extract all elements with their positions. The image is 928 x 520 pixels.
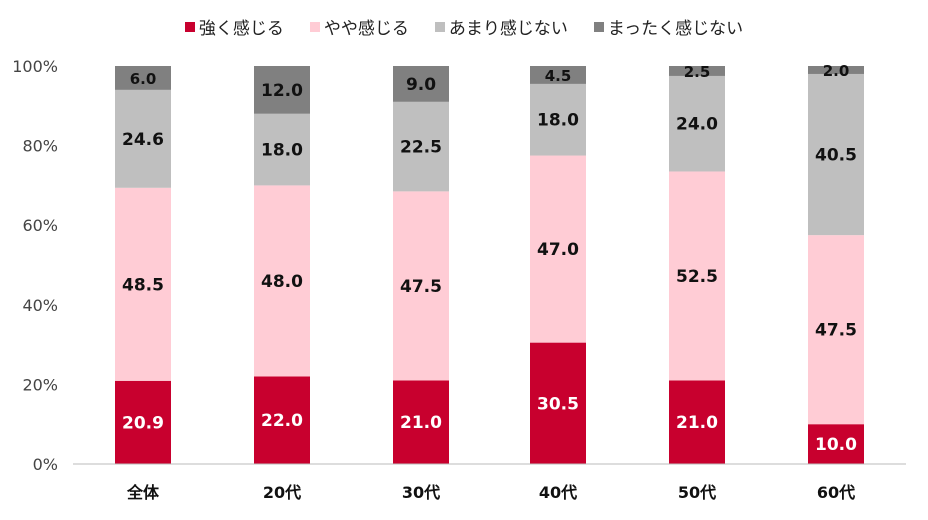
bar-segment (393, 101, 449, 192)
data-label: 22.0 (261, 411, 303, 431)
bar-segment (530, 342, 586, 464)
data-label: 48.5 (122, 275, 164, 295)
bar-segment (254, 185, 310, 377)
y-tick-label: 60% (22, 216, 58, 235)
legend-item-strong: 強く感じる (184, 14, 284, 39)
legend-label: やや感じる (323, 19, 409, 39)
bar-segment (669, 66, 725, 76)
bar-segment (808, 66, 864, 74)
data-label: 30.5 (537, 394, 579, 414)
bar-segment (530, 66, 586, 84)
bar-segment (254, 376, 310, 464)
data-label: 47.0 (537, 240, 579, 260)
bar-segment (393, 380, 449, 464)
bar-segment (808, 73, 864, 236)
x-tick-label: 40代 (539, 483, 577, 502)
data-label: 20.9 (122, 413, 164, 433)
bar-segment (393, 66, 449, 102)
y-tick-label: 0% (33, 455, 58, 474)
legend-swatch (184, 21, 195, 32)
data-label: 52.5 (676, 267, 718, 287)
data-label: 47.5 (400, 277, 442, 297)
data-label: 2.5 (684, 63, 711, 81)
legend-item-not-much: あまり感じない (434, 14, 568, 39)
legend-swatch (434, 21, 445, 32)
bar-segment (669, 171, 725, 381)
data-label: 18.0 (537, 111, 579, 131)
data-label: 21.0 (676, 413, 718, 433)
legend: 強く感じる やや感じる あまり感じない まったく感じない (0, 14, 928, 39)
data-label: 24.0 (676, 115, 718, 135)
bar-segment (115, 380, 171, 464)
y-tick-label: 100% (12, 57, 58, 76)
bar-segment (530, 83, 586, 156)
data-label: 6.0 (130, 70, 157, 88)
x-tick-label: 20代 (263, 483, 301, 502)
bar-segment (254, 113, 310, 186)
data-label: 24.6 (122, 130, 164, 150)
y-tick-label: 20% (22, 375, 58, 394)
legend-item-not-at-all: まったく感じない (593, 14, 744, 39)
data-label: 4.5 (545, 67, 572, 85)
data-label: 21.0 (400, 413, 442, 433)
y-tick-label: 40% (22, 296, 58, 315)
data-label: 2.0 (823, 62, 850, 80)
x-tick-label: 30代 (402, 483, 440, 502)
bar-segment (669, 75, 725, 172)
data-label: 10.0 (815, 435, 857, 455)
legend-swatch (593, 21, 604, 32)
bar-segment (393, 191, 449, 381)
legend-swatch (309, 21, 320, 32)
bar-segment (115, 66, 171, 90)
bar-segment (254, 66, 310, 114)
legend-item-somewhat: やや感じる (309, 14, 409, 39)
bar-segment (115, 89, 171, 188)
bar-segment (115, 187, 171, 381)
data-label: 12.0 (261, 81, 303, 101)
data-label: 48.0 (261, 272, 303, 292)
x-tick-label: 60代 (817, 483, 855, 502)
bar-segment (530, 155, 586, 343)
bar-segment (808, 424, 864, 464)
legend-label: あまり感じない (448, 19, 568, 39)
bar-segment (669, 380, 725, 464)
data-label: 22.5 (400, 138, 442, 158)
data-label: 47.5 (815, 321, 857, 341)
x-tick-label: 50代 (678, 483, 716, 502)
data-label: 40.5 (815, 146, 857, 166)
legend-label: まったく感じない (607, 19, 744, 39)
x-tick-label: 全体 (126, 483, 160, 502)
data-label: 9.0 (406, 75, 436, 95)
data-label: 18.0 (261, 141, 303, 161)
legend-label: 強く感じる (198, 19, 284, 39)
bar-segment (808, 235, 864, 425)
y-tick-label: 80% (22, 137, 58, 156)
